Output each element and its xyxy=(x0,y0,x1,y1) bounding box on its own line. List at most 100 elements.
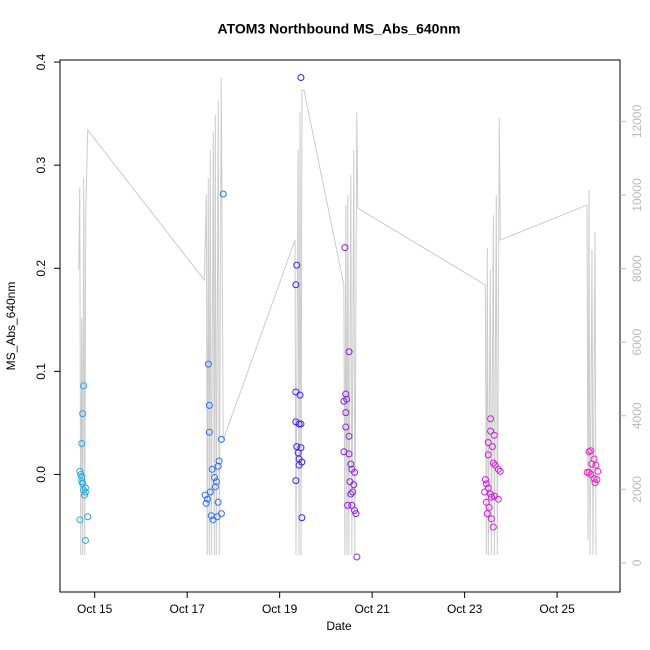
point xyxy=(494,495,502,503)
point xyxy=(204,360,212,368)
point xyxy=(293,261,301,269)
point xyxy=(81,536,89,544)
y-tick-label: 0.4 xyxy=(34,53,48,70)
point xyxy=(81,491,89,499)
point xyxy=(343,395,351,403)
point xyxy=(205,401,213,409)
x-tick-label: Oct 17 xyxy=(169,602,205,616)
point xyxy=(487,427,495,435)
point xyxy=(204,495,212,503)
x-tick-label: Oct 21 xyxy=(354,602,390,616)
chart-title: ATOM3 Northbound MS_Abs_640nm xyxy=(218,21,461,37)
point xyxy=(348,501,356,509)
point xyxy=(80,486,88,494)
point xyxy=(347,490,355,498)
point xyxy=(219,190,227,198)
point xyxy=(205,428,213,436)
point xyxy=(217,510,225,518)
x-tick-label: Oct 15 xyxy=(77,602,113,616)
y2-tick-label: 12000 xyxy=(630,104,644,138)
point xyxy=(485,503,493,511)
point xyxy=(593,476,601,484)
line-series xyxy=(78,78,597,555)
point xyxy=(342,409,350,417)
point xyxy=(350,481,358,489)
point xyxy=(487,490,495,498)
point xyxy=(297,74,305,82)
point xyxy=(298,458,306,466)
point xyxy=(217,435,225,443)
point xyxy=(341,244,349,252)
point xyxy=(81,488,89,496)
point xyxy=(77,470,85,478)
point xyxy=(494,465,502,473)
y-axis-label: MS_Abs_640nm xyxy=(4,282,18,371)
point xyxy=(295,420,303,428)
point xyxy=(344,501,352,509)
point xyxy=(484,439,492,447)
point xyxy=(488,443,496,451)
x-tick-label: Oct 23 xyxy=(447,602,483,616)
y2-tick-label: 2000 xyxy=(630,476,644,503)
point xyxy=(292,477,300,485)
point xyxy=(489,523,497,531)
point xyxy=(345,432,353,440)
point xyxy=(481,476,489,484)
x-axis-label: Date xyxy=(326,619,352,633)
plot-frame xyxy=(59,59,621,593)
point xyxy=(84,513,92,521)
y-tick-label: 0.2 xyxy=(34,260,48,277)
point xyxy=(211,483,219,491)
point xyxy=(352,510,360,518)
point xyxy=(585,468,593,476)
y2-tick-label: 10000 xyxy=(630,178,644,212)
point xyxy=(76,516,84,524)
y2-tick-label: 0 xyxy=(630,559,644,566)
point xyxy=(79,410,87,418)
point xyxy=(484,484,492,492)
y2-tick-label: 8000 xyxy=(630,255,644,282)
y2-tick-label: 6000 xyxy=(630,329,644,356)
point xyxy=(342,423,350,431)
point xyxy=(587,447,595,455)
point xyxy=(292,281,300,289)
y2-tick-label: 4000 xyxy=(630,402,644,429)
point xyxy=(297,420,305,428)
point xyxy=(210,474,218,482)
x-tick-label: Oct 25 xyxy=(539,602,575,616)
point xyxy=(487,415,495,423)
point xyxy=(298,514,306,522)
point xyxy=(297,444,305,452)
point xyxy=(78,440,86,448)
point xyxy=(592,461,600,469)
point xyxy=(212,478,220,486)
y-tick-label: 0.0 xyxy=(34,466,48,483)
point xyxy=(482,498,490,506)
point xyxy=(345,348,353,356)
point xyxy=(208,465,216,473)
point xyxy=(349,488,357,496)
point xyxy=(215,457,223,465)
point xyxy=(482,480,490,488)
y-tick-label: 0.1 xyxy=(34,363,48,380)
x-tick-label: Oct 19 xyxy=(262,602,298,616)
point xyxy=(353,553,361,561)
point xyxy=(201,491,209,499)
point xyxy=(490,431,498,439)
point xyxy=(206,488,214,496)
point xyxy=(342,390,350,398)
point xyxy=(351,468,359,476)
point xyxy=(76,467,84,475)
point xyxy=(214,462,222,470)
point xyxy=(583,468,591,476)
point xyxy=(81,484,89,492)
point xyxy=(481,488,489,496)
point xyxy=(345,450,353,458)
point xyxy=(296,391,304,399)
point xyxy=(347,460,355,468)
point xyxy=(484,451,492,459)
point xyxy=(487,515,495,523)
point xyxy=(214,498,222,506)
